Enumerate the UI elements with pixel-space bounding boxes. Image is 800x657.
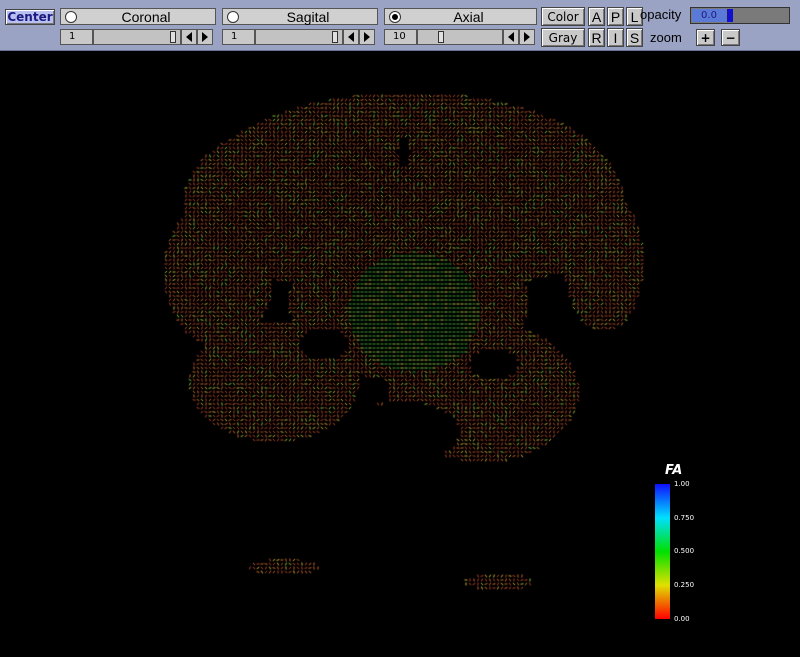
direction-s-button[interactable]: S bbox=[626, 28, 643, 47]
colorbar-tick-label: 0.00 bbox=[674, 615, 690, 623]
axial-radio-indicator bbox=[389, 10, 401, 23]
axial-slice-slider[interactable]: 10 bbox=[384, 29, 535, 45]
coronal-next-button[interactable] bbox=[197, 29, 213, 45]
direction-l-button[interactable]: L bbox=[626, 7, 643, 26]
sagital-prev-button[interactable] bbox=[343, 29, 359, 45]
center-button[interactable]: Center bbox=[5, 9, 55, 25]
direction-i-button[interactable]: I bbox=[607, 28, 624, 47]
coronal-slider-track[interactable] bbox=[93, 29, 181, 45]
colorbar-title: FA bbox=[665, 463, 683, 478]
sagital-label: Sagital bbox=[286, 8, 330, 25]
zoom-out-button[interactable]: − bbox=[721, 29, 740, 46]
direction-r-button[interactable]: R bbox=[588, 28, 605, 47]
arrow-left-icon bbox=[348, 32, 354, 42]
colorbar-tick-label: 0.750 bbox=[674, 514, 695, 522]
axial-radio[interactable]: Axial bbox=[384, 8, 537, 25]
coronal-radio[interactable]: Coronal bbox=[60, 8, 216, 25]
coronal-slider-thumb[interactable] bbox=[170, 31, 176, 43]
direction-a-button[interactable]: A bbox=[588, 7, 605, 26]
arrow-right-icon bbox=[364, 32, 370, 42]
axial-slider-track[interactable] bbox=[417, 29, 503, 45]
axial-next-button[interactable] bbox=[519, 29, 535, 45]
sagital-slice-value: 1 bbox=[222, 29, 255, 45]
sagital-slider-track[interactable] bbox=[255, 29, 343, 45]
axial-label: Axial bbox=[453, 8, 484, 25]
color-button[interactable]: Color bbox=[541, 7, 585, 26]
axial-slider-thumb[interactable] bbox=[438, 31, 444, 43]
colorbar-tick-label: 1.00 bbox=[674, 480, 690, 488]
gray-button[interactable]: Gray bbox=[541, 28, 585, 47]
arrow-left-icon bbox=[508, 32, 514, 42]
coronal-slice-slider[interactable]: 1 bbox=[60, 29, 213, 45]
coronal-label: Coronal bbox=[121, 8, 171, 25]
direction-p-button[interactable]: P bbox=[607, 7, 624, 26]
colorbar-tick-label: 0.250 bbox=[674, 581, 695, 589]
axial-slice-value: 10 bbox=[384, 29, 417, 45]
sagital-radio[interactable]: Sagital bbox=[222, 8, 378, 25]
fa-tensor-glyph-map bbox=[4, 52, 798, 655]
opacity-value: 0.0 bbox=[692, 9, 726, 22]
opacity-slider[interactable]: 0.0 bbox=[690, 7, 790, 24]
colorbar-tick-label: 0.500 bbox=[674, 547, 695, 555]
opacity-slider-thumb[interactable] bbox=[727, 9, 733, 22]
coronal-prev-button[interactable] bbox=[181, 29, 197, 45]
zoom-label: zoom bbox=[650, 30, 682, 45]
sagital-next-button[interactable] bbox=[359, 29, 375, 45]
arrow-left-icon bbox=[186, 32, 192, 42]
axial-prev-button[interactable] bbox=[503, 29, 519, 45]
coronal-slice-value: 1 bbox=[60, 29, 93, 45]
fa-colorbar bbox=[655, 484, 670, 619]
control-panel: Center Coronal 1 Sagital 1 Axial 10 Colo… bbox=[0, 0, 800, 51]
sagital-radio-indicator bbox=[227, 10, 239, 23]
sagital-slice-slider[interactable]: 1 bbox=[222, 29, 375, 45]
zoom-in-button[interactable]: + bbox=[696, 29, 715, 46]
arrow-right-icon bbox=[524, 32, 530, 42]
arrow-right-icon bbox=[202, 32, 208, 42]
slice-viewport[interactable] bbox=[4, 52, 798, 655]
opacity-label: opacity bbox=[640, 7, 682, 22]
coronal-radio-indicator bbox=[65, 10, 77, 23]
sagital-slider-thumb[interactable] bbox=[332, 31, 338, 43]
